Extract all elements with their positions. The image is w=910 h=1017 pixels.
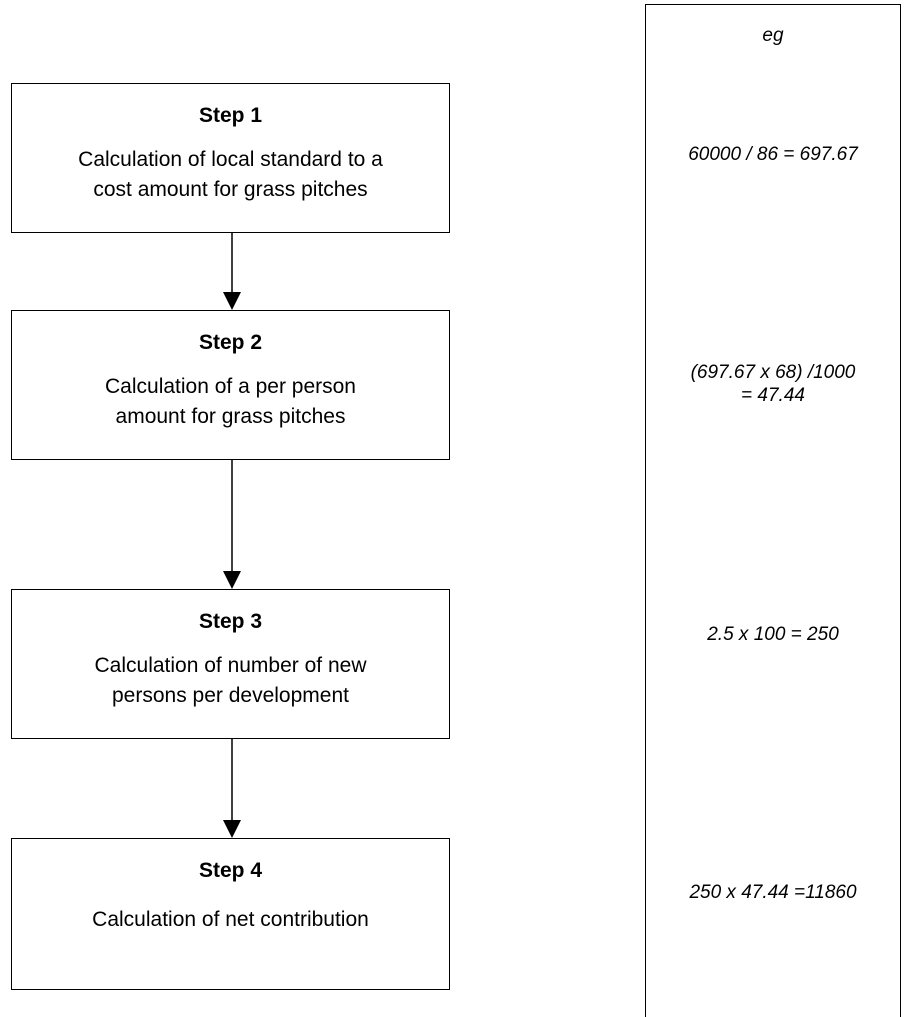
step-4-description: Calculation of net contribution bbox=[12, 905, 449, 935]
example-step-4: 250 x 47.44 =11860 bbox=[646, 881, 900, 904]
example-step-3-line-1: 2.5 x 100 = 250 bbox=[646, 623, 900, 646]
step-2-description-line-1: Calculation of a per person bbox=[12, 372, 449, 402]
example-step-4-line-1: 250 x 47.44 =11860 bbox=[646, 881, 900, 904]
step-2-box: Step 2 Calculation of a per person amoun… bbox=[11, 310, 450, 460]
step-3-description: Calculation of number of new persons per… bbox=[12, 651, 449, 711]
step-1-description: Calculation of local standard to a cost … bbox=[12, 145, 449, 205]
example-step-2-line-2: = 47.44 bbox=[646, 384, 900, 407]
step-1-title: Step 1 bbox=[12, 104, 449, 128]
step-1-description-line-1: Calculation of local standard to a bbox=[12, 145, 449, 175]
step-3-description-line-2: persons per development bbox=[12, 681, 449, 711]
example-step-2-line-1: (697.67 x 68) /1000 bbox=[646, 361, 900, 384]
step-2-description-line-2: amount for grass pitches bbox=[12, 402, 449, 432]
arrow-step2-to-step3-head bbox=[223, 571, 241, 589]
example-column: eg 60000 / 86 = 697.67 (697.67 x 68) /10… bbox=[645, 4, 901, 1017]
example-step-1-line-1: 60000 / 86 = 697.67 bbox=[646, 143, 900, 166]
step-3-description-line-1: Calculation of number of new bbox=[12, 651, 449, 681]
step-2-title: Step 2 bbox=[12, 331, 449, 355]
step-4-box: Step 4 Calculation of net contribution bbox=[11, 838, 450, 990]
step-2-description: Calculation of a per person amount for g… bbox=[12, 372, 449, 432]
step-1-box: Step 1 Calculation of local standard to … bbox=[11, 83, 450, 233]
step-1-description-line-2: cost amount for grass pitches bbox=[12, 175, 449, 205]
step-4-title: Step 4 bbox=[12, 859, 449, 883]
step-3-box: Step 3 Calculation of number of new pers… bbox=[11, 589, 450, 739]
arrow-step1-to-step2-head bbox=[223, 292, 241, 310]
example-step-1: 60000 / 86 = 697.67 bbox=[646, 143, 900, 166]
example-column-header: eg bbox=[646, 24, 900, 47]
step-4-description-line-1: Calculation of net contribution bbox=[12, 905, 449, 935]
example-step-2: (697.67 x 68) /1000 = 47.44 bbox=[646, 361, 900, 407]
example-step-3: 2.5 x 100 = 250 bbox=[646, 623, 900, 646]
step-3-title: Step 3 bbox=[12, 610, 449, 634]
arrow-step3-to-step4-head bbox=[223, 820, 241, 838]
